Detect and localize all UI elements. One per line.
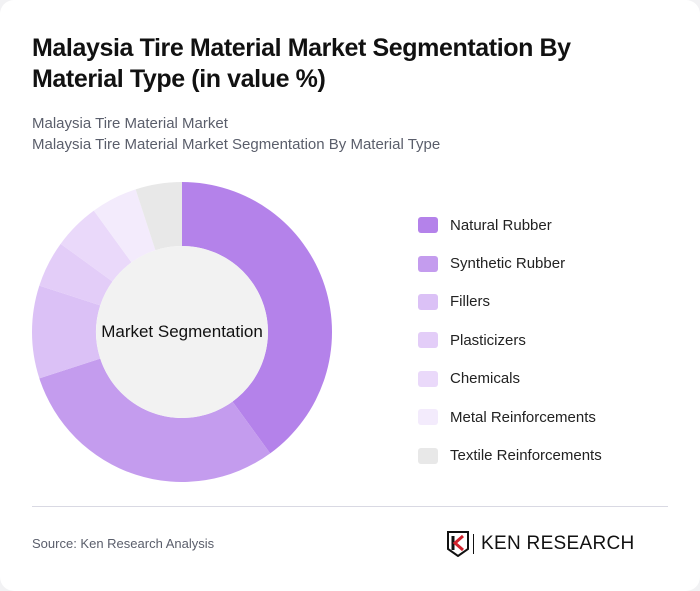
legend-label: Fillers bbox=[450, 293, 490, 311]
legend-label: Metal Reinforcements bbox=[450, 408, 596, 426]
donut-slice-chemicals[interactable] bbox=[60, 210, 132, 282]
subtitle-line-segmentation: Malaysia Tire Material Market Segmentati… bbox=[32, 136, 441, 153]
legend-swatch-icon bbox=[418, 293, 438, 310]
source-note: Source: Ken Research Analysis bbox=[32, 536, 215, 551]
legend-item-synthetic-rubber[interactable]: Synthetic Rubber bbox=[418, 244, 602, 282]
donut-slice-natural-rubber[interactable] bbox=[182, 182, 332, 454]
legend-swatch-icon bbox=[418, 370, 438, 387]
legend-swatch-icon bbox=[418, 332, 438, 349]
donut-center-label: Market Segmentation bbox=[101, 322, 263, 341]
legend-item-natural-rubber[interactable]: Natural Rubber bbox=[418, 206, 602, 244]
donut-slice-textile-reinforcements[interactable] bbox=[135, 182, 182, 251]
legend-label: Textile Reinforcements bbox=[450, 447, 602, 465]
donut-slice-fillers[interactable] bbox=[32, 285, 101, 379]
donut-slice-metal-reinforcements[interactable] bbox=[93, 189, 156, 263]
chart-legend: Natural Rubber Synthetic Rubber Fillers Pla… bbox=[418, 206, 602, 475]
donut-svg bbox=[32, 182, 332, 482]
chart-subtitle: Malaysia Tire Material Market Malaysia T… bbox=[32, 113, 440, 155]
legend-label: Natural Rubber bbox=[450, 216, 552, 234]
legend-label: Chemicals bbox=[450, 370, 521, 388]
donut-hole bbox=[96, 246, 268, 418]
legend-item-textile-reinforcements[interactable]: Textile Reinforcements bbox=[418, 436, 602, 474]
legend-swatch-icon bbox=[418, 217, 438, 234]
donut-slice-plasticizers[interactable] bbox=[39, 243, 113, 306]
subtitle-line-market: Malaysia Tire Material Market bbox=[32, 115, 228, 132]
legend-swatch-icon bbox=[418, 255, 438, 272]
ken-research-logo: KEN RESEARCH bbox=[447, 531, 635, 557]
legend-item-metal-reinforcements[interactable]: Metal Reinforcements bbox=[418, 398, 602, 436]
chart-title: Malaysia Tire Material Market Segmentati… bbox=[32, 34, 571, 93]
legend-item-fillers[interactable]: Fillers bbox=[418, 283, 602, 321]
donut-chart: Market Segmentation bbox=[32, 182, 332, 482]
legend-swatch-icon bbox=[418, 409, 438, 426]
legend-item-chemicals[interactable]: Chemicals bbox=[418, 360, 602, 398]
footer-divider bbox=[32, 506, 668, 507]
logo-text: KEN RESEARCH bbox=[481, 533, 635, 554]
donut-slice-synthetic-rubber[interactable] bbox=[39, 358, 271, 482]
ken-research-shield-icon bbox=[447, 531, 469, 557]
logo-separator bbox=[473, 534, 474, 554]
legend-label: Plasticizers bbox=[450, 331, 526, 349]
legend-label: Synthetic Rubber bbox=[450, 255, 566, 273]
legend-swatch-icon bbox=[418, 447, 438, 464]
legend-item-plasticizers[interactable]: Plasticizers bbox=[418, 321, 602, 359]
